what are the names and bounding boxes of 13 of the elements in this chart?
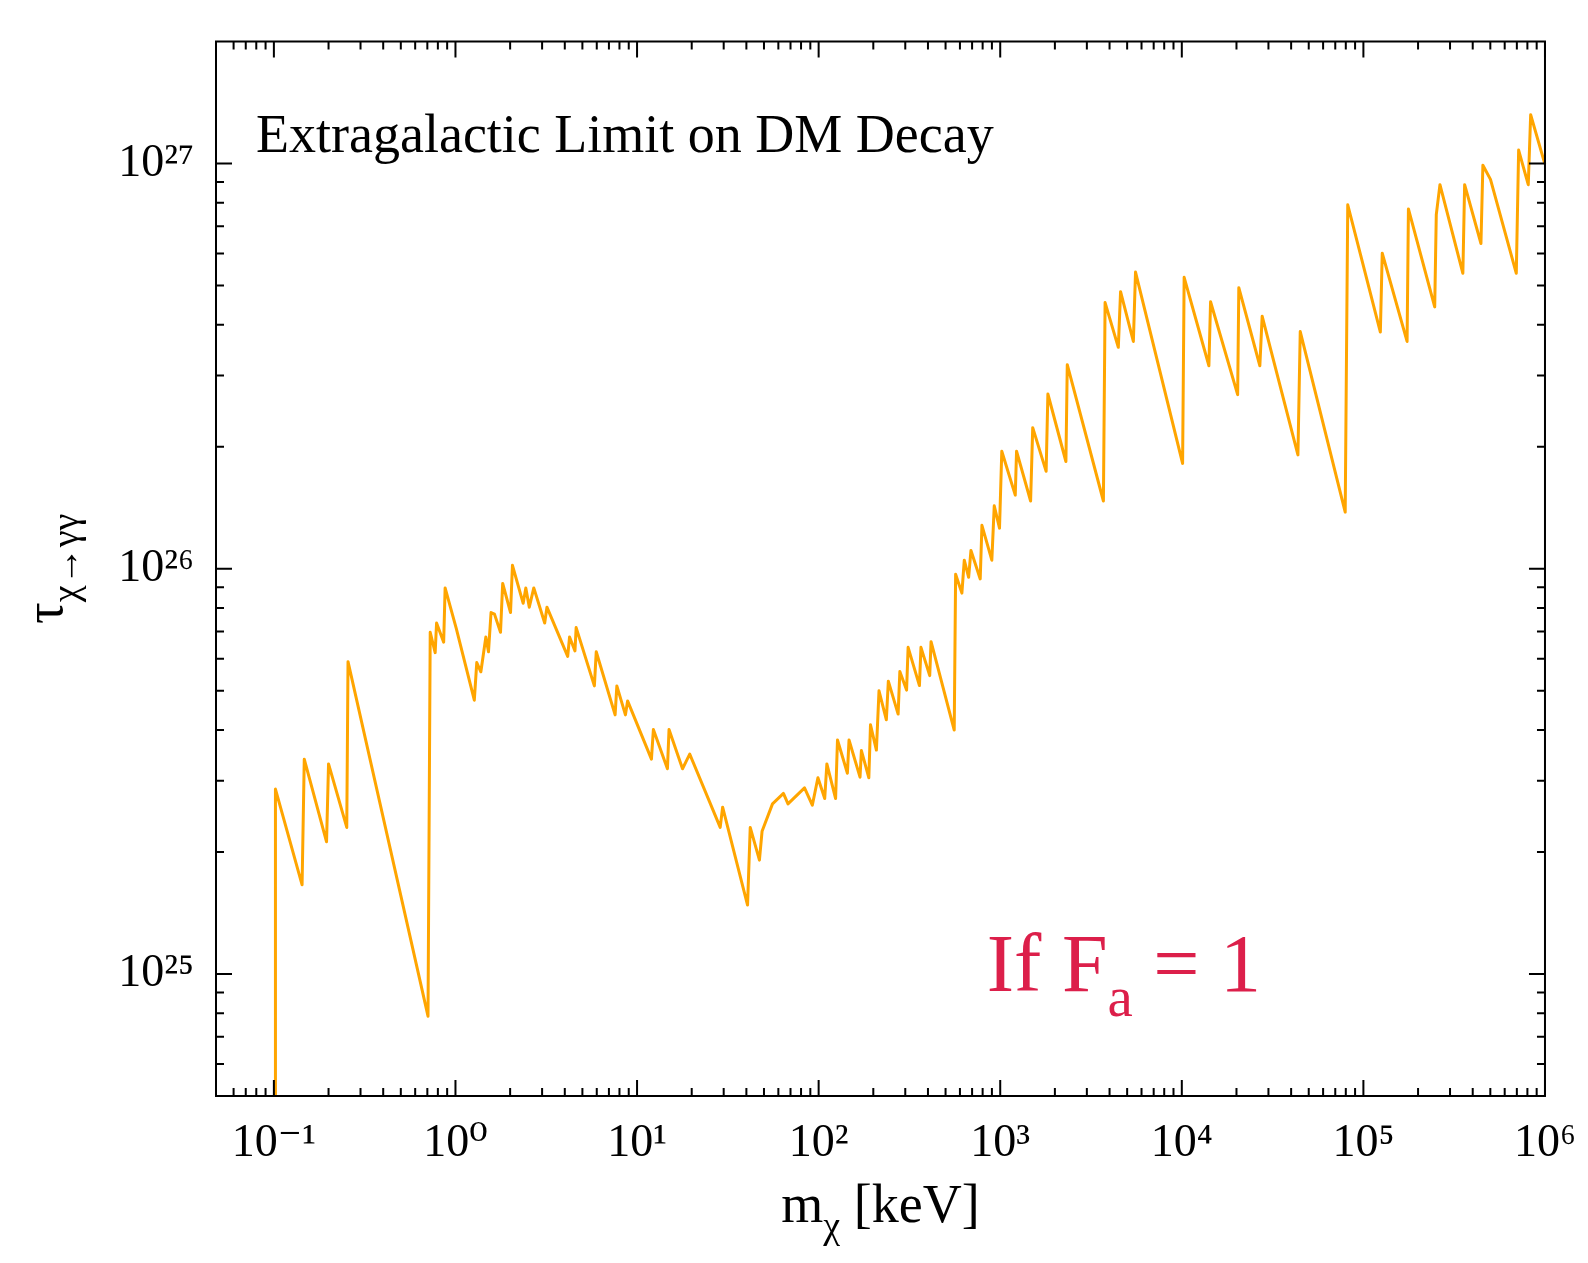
x-tick-label: 10² — [788, 1114, 849, 1166]
y-axis-title: τχ→γγ — [14, 513, 87, 624]
text: Extragalactic Limit on DM Decay — [256, 103, 994, 164]
x-tick-label: 10¹ — [607, 1114, 667, 1166]
y-tick-label: 10²⁶ — [118, 539, 194, 591]
x-tick-label: 10⁰ — [423, 1114, 488, 1166]
y-tick-label: 10²⁷ — [118, 134, 194, 186]
x-tick-label: 10⁻¹ — [231, 1114, 316, 1166]
x-tick-label: 10⁶ — [1513, 1114, 1576, 1166]
x-tick-label: 10³ — [970, 1114, 1031, 1166]
y-tick-label: 10²⁵ — [118, 945, 194, 997]
x-tick-label: 10⁵ — [1332, 1114, 1395, 1166]
x-tick-label: 10⁴ — [1150, 1114, 1213, 1166]
